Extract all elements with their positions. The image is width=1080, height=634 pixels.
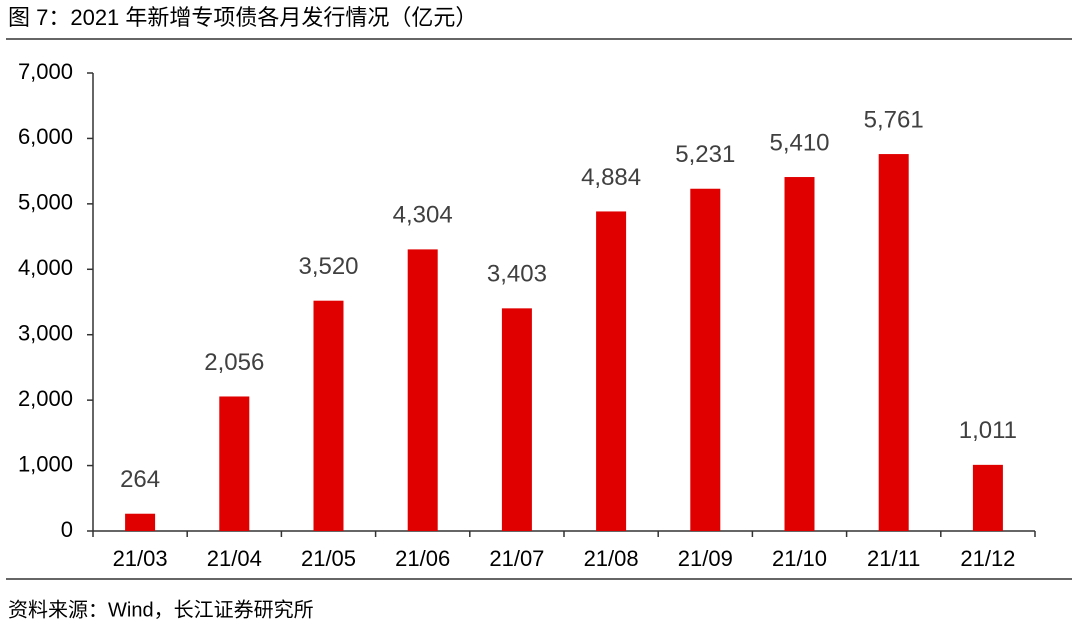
x-tick-label: 21/09 [678,546,733,571]
bar [125,513,156,531]
bar [878,154,909,532]
chart-title: 图 7：2021 年新增专项债各月发行情况（亿元） [8,5,477,30]
y-tick-label: 6,000 [18,124,73,149]
y-tick-label: 1,000 [18,451,73,476]
x-tick-label: 21/04 [207,546,262,571]
x-tick-label: 21/12 [960,546,1015,571]
bar [972,464,1003,531]
value-label: 5,761 [864,106,924,133]
bar [690,188,721,531]
x-tick-label: 21/03 [113,546,168,571]
y-tick-label: 0 [61,517,73,542]
y-tick-label: 5,000 [18,190,73,215]
bar [596,211,627,532]
value-label: 4,304 [393,202,453,229]
y-tick-label: 2,000 [18,386,73,411]
bar [219,396,250,531]
x-tick-label: 21/07 [489,546,544,571]
value-label: 4,884 [581,164,641,191]
bar [313,300,344,531]
y-tick-label: 4,000 [18,255,73,280]
value-label: 5,231 [675,141,735,168]
bar [784,177,815,531]
x-tick-label: 21/08 [584,546,639,571]
value-label: 2,056 [204,349,264,376]
value-label: 3,403 [487,261,547,288]
x-tick-label: 21/11 [867,546,920,571]
value-label: 5,410 [769,129,829,156]
y-tick-label: 7,000 [18,59,73,84]
value-label: 1,011 [959,417,1017,444]
y-tick-label: 3,000 [18,321,73,346]
x-tick-label: 21/06 [395,546,450,571]
value-label: 264 [120,466,160,493]
value-label: 3,520 [298,253,358,280]
bar [407,249,438,531]
bar [501,308,532,531]
x-tick-label: 21/10 [772,546,827,571]
x-tick-label: 21/05 [301,546,356,571]
source-note: 资料来源：Wind，长江证券研究所 [8,598,314,621]
